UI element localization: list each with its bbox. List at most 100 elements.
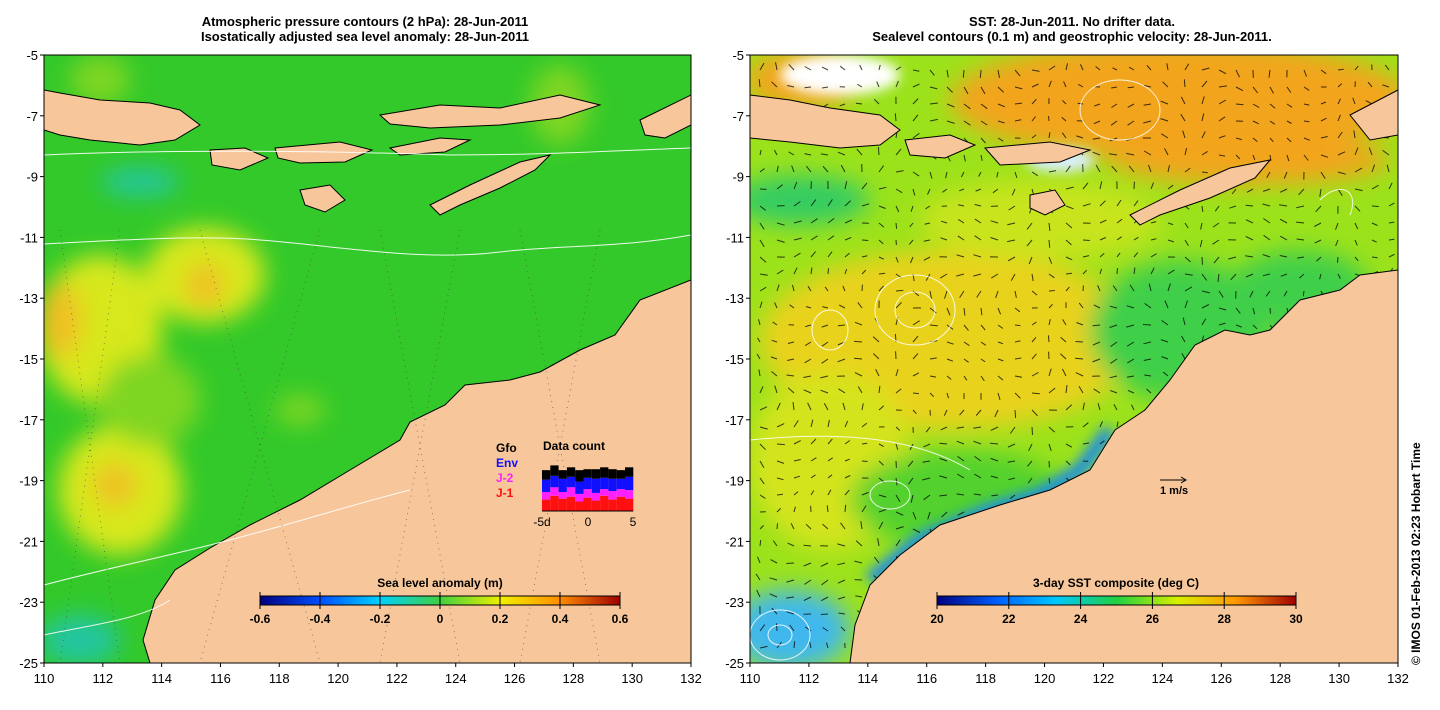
velocity-arrow bbox=[793, 475, 801, 479]
velocity-arrow bbox=[923, 256, 931, 261]
velocity-arrow bbox=[771, 607, 778, 615]
velocity-arrow bbox=[1014, 119, 1022, 122]
velocity-arrow bbox=[1095, 164, 1101, 173]
velocity-arrow bbox=[910, 494, 914, 503]
velocity-arrow bbox=[980, 86, 986, 95]
velocity-arrow bbox=[907, 477, 914, 485]
velocity-arrow bbox=[807, 402, 812, 411]
velocity-arrow bbox=[946, 69, 949, 78]
velocity-arrow bbox=[1262, 188, 1271, 192]
velocity-arrow bbox=[908, 239, 914, 245]
velocity-arrow bbox=[1014, 69, 1021, 77]
velocity-arrow bbox=[793, 506, 796, 513]
velocity-arrow bbox=[1218, 116, 1226, 122]
velocity-arrow bbox=[963, 154, 966, 162]
velocity-arrow bbox=[1076, 322, 1084, 326]
bali-lombok-island bbox=[209, 147, 270, 171]
left-lat-tick-label: -11 bbox=[20, 230, 38, 245]
velocity-arrow bbox=[1365, 100, 1373, 105]
velocity-arrow bbox=[857, 83, 863, 88]
velocity-arrow bbox=[1319, 188, 1322, 197]
left-lat-tick-label: -17 bbox=[19, 413, 38, 428]
velocity-arrow bbox=[1048, 80, 1052, 88]
velocity-arrow bbox=[929, 290, 932, 299]
velocity-arrow bbox=[1063, 81, 1067, 88]
velocity-arrow bbox=[758, 369, 761, 377]
velocity-arrow bbox=[1354, 147, 1359, 156]
velocity-arrow bbox=[874, 556, 880, 564]
velocity-arrow bbox=[991, 273, 999, 279]
velocity-arrow bbox=[912, 98, 919, 105]
velocity-arrow bbox=[991, 494, 999, 497]
velocity-arrow bbox=[975, 188, 982, 192]
velocity-arrow bbox=[1127, 86, 1135, 89]
velocity-arrow bbox=[786, 611, 795, 615]
velocity-arrow bbox=[827, 268, 829, 275]
sst-colorbar-tick-label: 22 bbox=[1002, 612, 1016, 626]
velocity-arrow bbox=[1031, 336, 1037, 343]
velocity-arrow bbox=[997, 137, 1004, 142]
velocity-arrow bbox=[759, 406, 768, 411]
velocity-arrow bbox=[1028, 443, 1033, 452]
velocity-arrow bbox=[1150, 267, 1155, 275]
velocity-arrow bbox=[1320, 117, 1327, 122]
velocity-arrow bbox=[1031, 69, 1040, 72]
velocity-arrow bbox=[786, 374, 795, 377]
velocity-arrow bbox=[1319, 273, 1322, 280]
velocity-arrow bbox=[759, 273, 768, 276]
velocity-arrow bbox=[1143, 103, 1152, 106]
velocity-arrow bbox=[1252, 154, 1256, 161]
velocity-arrow bbox=[1388, 221, 1395, 224]
velocity-arrow bbox=[1181, 353, 1186, 360]
velocity-arrow bbox=[1320, 136, 1328, 139]
velocity-arrow bbox=[1008, 205, 1016, 211]
velocity-arrow bbox=[895, 80, 899, 88]
data-count-bar-j-1 bbox=[600, 495, 609, 511]
velocity-arrow bbox=[997, 86, 1005, 93]
data-count-bar-gfo bbox=[625, 467, 634, 477]
velocity-arrow bbox=[1131, 404, 1135, 411]
velocity-arrow bbox=[857, 302, 863, 309]
velocity-arrow bbox=[1388, 202, 1395, 207]
velocity-arrow bbox=[963, 103, 971, 110]
velocity-arrow bbox=[1160, 100, 1169, 105]
velocity-arrow bbox=[1076, 135, 1084, 139]
velocity-arrow bbox=[1061, 99, 1067, 105]
velocity-arrow bbox=[912, 171, 920, 177]
left-lat-tick-label: -19 bbox=[19, 474, 38, 489]
data-count-bar-j-2 bbox=[591, 492, 601, 501]
velocity-arrow bbox=[990, 237, 999, 241]
velocity-arrow bbox=[1093, 388, 1101, 394]
velocity-arrow bbox=[929, 69, 935, 76]
velocity-arrow bbox=[1286, 86, 1292, 93]
velocity-arrow bbox=[1337, 273, 1341, 279]
velocity-arrow bbox=[793, 440, 801, 445]
velocity-arrow bbox=[1352, 97, 1356, 105]
velocity-arrow bbox=[805, 306, 812, 309]
velocity-arrow bbox=[1109, 305, 1118, 309]
velocity-arrow bbox=[1077, 102, 1084, 105]
velocity-arrow bbox=[804, 341, 812, 347]
velocity-arrow bbox=[929, 357, 937, 360]
right-lon-tick-label: 128 bbox=[1269, 671, 1291, 686]
velocity-arrow bbox=[1262, 254, 1271, 258]
velocity-arrow bbox=[1126, 152, 1135, 156]
velocity-arrow bbox=[840, 626, 846, 632]
velocity-arrow bbox=[1048, 319, 1051, 326]
velocity-arrow bbox=[821, 341, 829, 347]
velocity-arrow bbox=[1180, 113, 1186, 122]
velocity-arrow bbox=[1167, 222, 1174, 226]
velocity-arrow bbox=[974, 235, 982, 241]
velocity-arrow bbox=[1129, 284, 1135, 292]
velocity-arrow bbox=[827, 457, 833, 462]
left-lon-tick-label: 114 bbox=[151, 671, 172, 686]
sla-colorbar-tick-label: 0.2 bbox=[492, 612, 509, 626]
sumba-island bbox=[299, 184, 346, 213]
velocity-arrow bbox=[1296, 238, 1305, 241]
velocity-arrow bbox=[1201, 256, 1203, 265]
velocity-arrow bbox=[1212, 222, 1220, 228]
velocity-arrow bbox=[827, 235, 835, 241]
velocity-arrow bbox=[1048, 239, 1051, 248]
left-title-line1: Atmospheric pressure contours (2 hPa): 2… bbox=[201, 14, 529, 29]
velocity-arrow bbox=[776, 284, 780, 292]
